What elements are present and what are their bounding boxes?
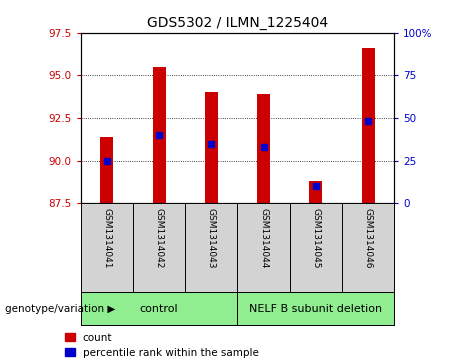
Bar <box>81 292 237 325</box>
Text: GSM1314045: GSM1314045 <box>311 208 320 268</box>
Text: GSM1314042: GSM1314042 <box>154 208 164 268</box>
Text: control: control <box>140 303 178 314</box>
Legend: count, percentile rank within the sample: count, percentile rank within the sample <box>65 333 259 358</box>
Text: genotype/variation ▶: genotype/variation ▶ <box>5 303 115 314</box>
Bar <box>205 92 218 203</box>
Bar <box>257 94 270 203</box>
Text: GSM1314044: GSM1314044 <box>259 208 268 268</box>
Text: GSM1314043: GSM1314043 <box>207 208 216 268</box>
Bar <box>361 48 374 203</box>
Bar <box>153 67 165 203</box>
Text: GSM1314041: GSM1314041 <box>102 208 111 268</box>
Title: GDS5302 / ILMN_1225404: GDS5302 / ILMN_1225404 <box>147 16 328 30</box>
Bar <box>309 181 322 203</box>
Text: GSM1314046: GSM1314046 <box>364 208 372 268</box>
Text: NELF B subunit deletion: NELF B subunit deletion <box>249 303 382 314</box>
Bar <box>237 292 394 325</box>
Bar <box>100 137 113 203</box>
